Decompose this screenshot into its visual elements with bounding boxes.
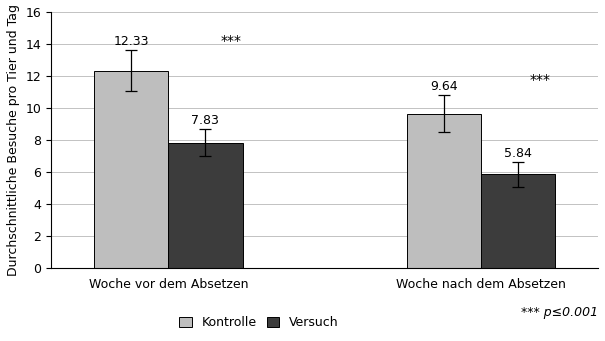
Legend: Kontrolle, Versuch: Kontrolle, Versuch [175,313,342,333]
Text: ***: *** [530,73,551,87]
Text: 12.33: 12.33 [114,35,149,48]
Bar [407,114,481,268]
Y-axis label: Durchschnittliche Besuche pro Tier und Tag: Durchschnittliche Besuche pro Tier und T… [7,4,20,276]
Bar [168,143,243,268]
Text: 7.83: 7.83 [191,114,220,127]
Text: ***: *** [221,34,242,48]
Text: 5.84: 5.84 [504,147,532,160]
Text: 9.64: 9.64 [430,80,457,93]
Bar [481,175,555,268]
Text: *** p≤0.001: *** p≤0.001 [521,306,598,319]
Bar [94,71,168,268]
